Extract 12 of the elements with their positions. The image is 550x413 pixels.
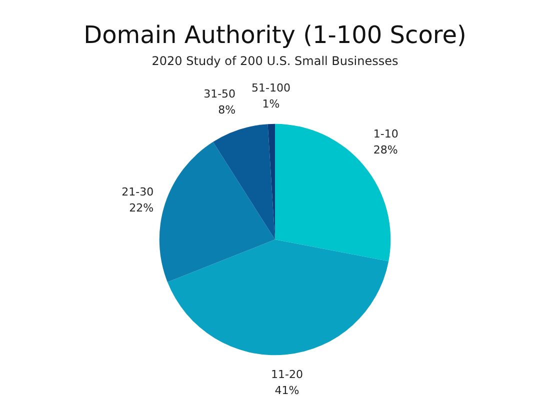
slice-label: 11-20	[271, 368, 303, 382]
data-label: 28%	[373, 144, 398, 157]
data-label: 1%	[262, 97, 280, 110]
slice-label: 21-30	[122, 186, 154, 199]
data-label: 41%	[274, 384, 300, 398]
chart-title: Domain Authority (1-100 Score)	[84, 21, 466, 49]
data-label: 8%	[218, 104, 236, 117]
slice-label: 31-50	[204, 88, 236, 101]
chart-subtitle: 2020 Study of 200 U.S. Small Businesses	[152, 54, 398, 68]
slice-label: 1-10	[373, 128, 398, 141]
slice-label: 51-100	[252, 81, 290, 94]
data-label: 22%	[129, 202, 154, 215]
